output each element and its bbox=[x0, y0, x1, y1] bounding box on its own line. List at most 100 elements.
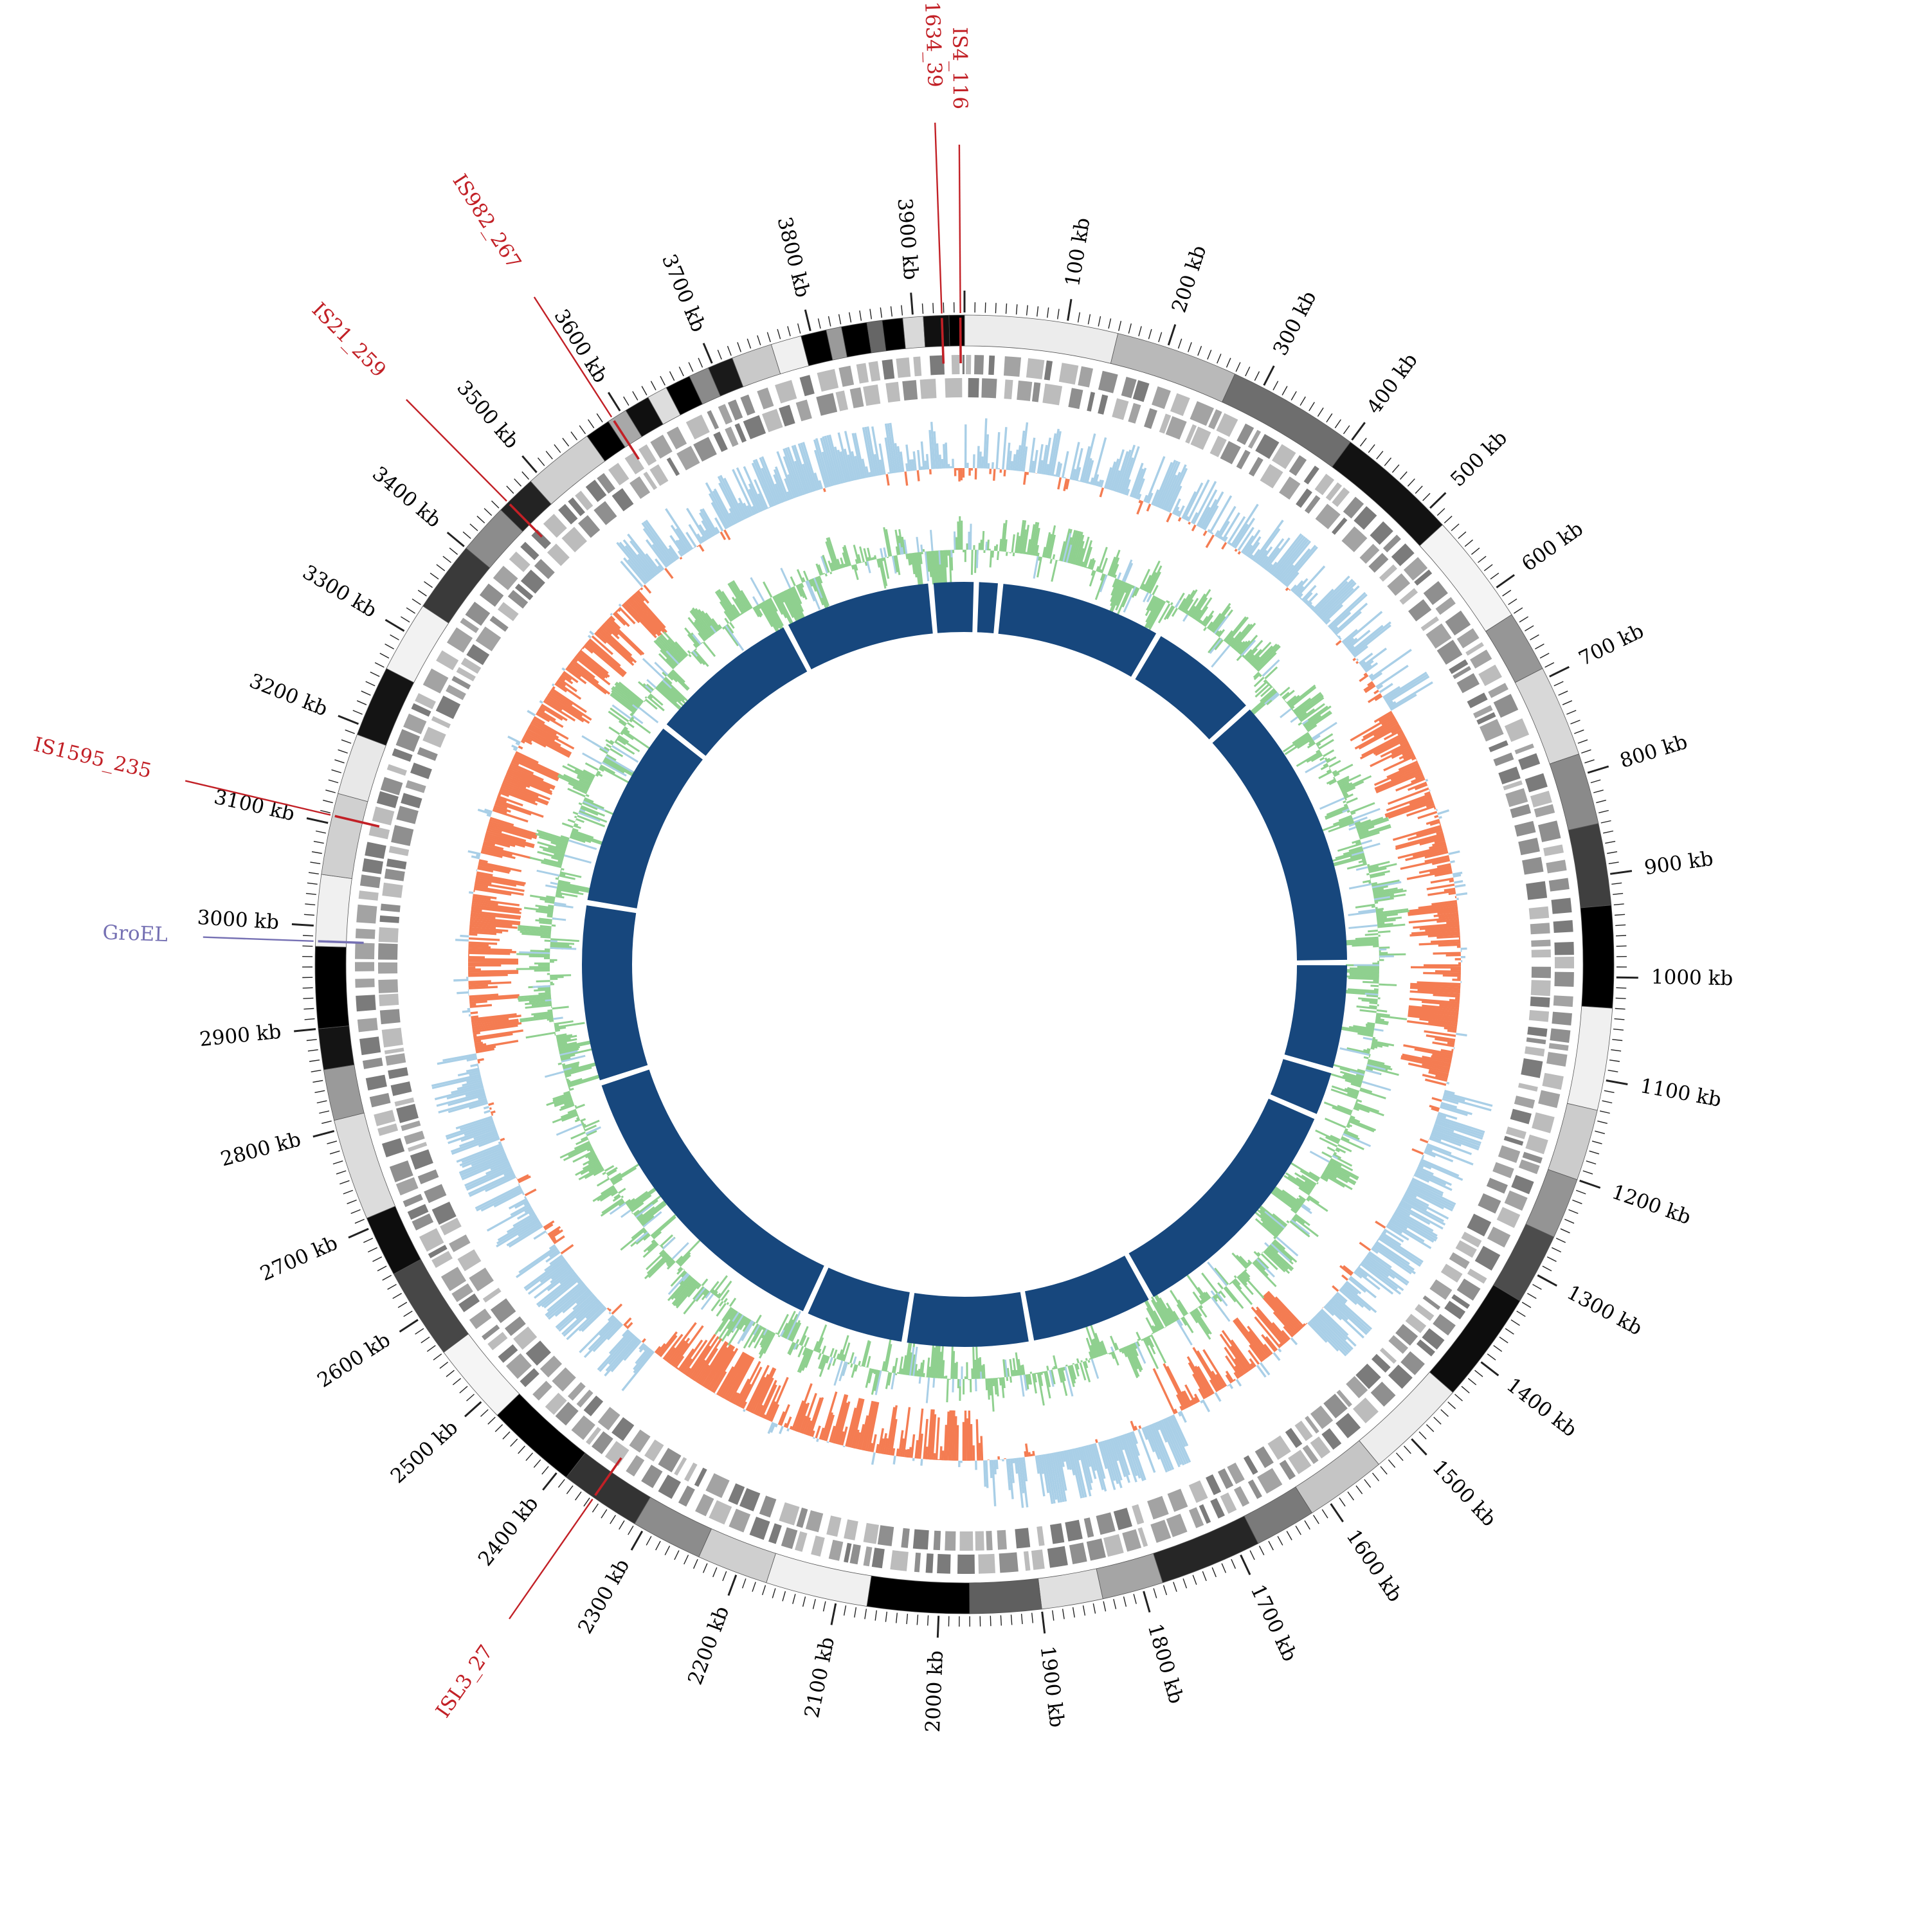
tick-minor bbox=[896, 1613, 898, 1623]
ideogram-segment bbox=[386, 606, 449, 683]
tick-minor bbox=[793, 1594, 795, 1603]
skew-bar bbox=[1447, 1043, 1454, 1044]
skew-bar bbox=[1025, 1451, 1026, 1457]
skew-bar bbox=[1332, 1286, 1338, 1291]
tick-minor bbox=[1236, 363, 1240, 372]
tick-minor bbox=[1364, 1479, 1371, 1488]
gene-tile bbox=[1541, 1115, 1546, 1131]
skew-bar bbox=[1336, 641, 1341, 645]
gc-accent-bar bbox=[753, 597, 757, 605]
gc-bar bbox=[1348, 978, 1379, 979]
skew-bar bbox=[553, 687, 555, 689]
gc-bar bbox=[1006, 552, 1007, 555]
gene-tile bbox=[700, 1503, 710, 1508]
gc-bar bbox=[1308, 1198, 1328, 1211]
gc-accent-bar bbox=[1363, 1038, 1372, 1040]
gc-bar bbox=[1355, 1105, 1384, 1115]
tick-minor bbox=[713, 1567, 717, 1577]
tick-minor bbox=[1564, 1219, 1574, 1223]
gene-tile bbox=[527, 548, 532, 554]
gene-tile bbox=[397, 1069, 399, 1078]
tick-minor bbox=[1609, 862, 1619, 864]
gene-tile bbox=[1457, 664, 1460, 669]
gene-tile bbox=[851, 1553, 859, 1555]
gc-bar bbox=[550, 975, 571, 976]
skew-bar bbox=[469, 981, 491, 982]
gc-bar bbox=[1013, 553, 1014, 557]
gene-tile bbox=[753, 1526, 767, 1531]
gc-accent-bar bbox=[884, 548, 886, 557]
gc-bar bbox=[1298, 723, 1301, 725]
ideogram-segment bbox=[949, 315, 964, 346]
tick-major bbox=[1264, 366, 1274, 385]
gc-bar bbox=[577, 1118, 579, 1119]
gene-tile bbox=[618, 496, 628, 504]
gc-bar bbox=[1170, 1290, 1186, 1315]
skew-bar bbox=[942, 459, 943, 469]
gene-tile bbox=[1485, 716, 1487, 721]
gene-tile bbox=[1422, 1310, 1426, 1315]
tick-minor bbox=[575, 1492, 581, 1500]
tick-label: 3900 kb bbox=[893, 197, 923, 281]
gc-bar bbox=[725, 618, 729, 624]
ideogram-segment bbox=[318, 1026, 354, 1070]
gc-accent-bar bbox=[902, 547, 903, 554]
skew-bar bbox=[921, 467, 922, 470]
tick-minor bbox=[1527, 1294, 1536, 1299]
tick-minor bbox=[783, 1591, 785, 1601]
gene-tile bbox=[1049, 1556, 1066, 1558]
gene-tile bbox=[410, 796, 413, 806]
gene-tile bbox=[1440, 1320, 1448, 1330]
gc-bar bbox=[864, 548, 867, 561]
gc-accent-bar bbox=[1305, 761, 1326, 772]
skew-bar bbox=[523, 1193, 524, 1194]
gc-bar bbox=[1346, 799, 1357, 803]
skew-bar bbox=[1278, 1349, 1281, 1352]
gc-bar bbox=[619, 1189, 626, 1193]
skew-bar bbox=[1338, 636, 1340, 638]
gc-bar bbox=[1372, 1040, 1377, 1041]
gc-bar bbox=[581, 1122, 583, 1123]
tick-minor bbox=[327, 1141, 337, 1144]
gene-tile bbox=[1438, 1285, 1444, 1294]
gene-tile bbox=[1285, 1468, 1291, 1472]
gc-bar bbox=[550, 979, 557, 980]
gc-bar bbox=[756, 1315, 761, 1323]
gene-tile bbox=[1563, 996, 1564, 1006]
gc-bar bbox=[575, 1119, 579, 1121]
gene-tile bbox=[1539, 907, 1540, 919]
gc-bar bbox=[516, 969, 550, 970]
gene-tile bbox=[368, 892, 369, 899]
gc-accent-bar bbox=[781, 568, 790, 588]
tick-minor bbox=[377, 1266, 386, 1270]
tick-minor bbox=[788, 326, 790, 336]
skew-bar bbox=[1435, 816, 1438, 817]
gc-bar bbox=[1274, 1237, 1276, 1238]
tick-major bbox=[1168, 325, 1175, 345]
tick-major bbox=[1042, 1612, 1045, 1634]
gene-tile bbox=[399, 848, 400, 854]
gene-tile bbox=[631, 1463, 640, 1468]
skew-bar bbox=[562, 668, 565, 670]
skew-bar bbox=[912, 459, 914, 471]
gene-tile bbox=[1106, 1544, 1121, 1548]
gc-bar bbox=[1026, 552, 1027, 555]
skew-bar bbox=[1058, 478, 1061, 490]
gc-accent-bar bbox=[881, 548, 883, 558]
skew-bar bbox=[1431, 941, 1460, 942]
gene-tile bbox=[592, 487, 601, 494]
gene-tile bbox=[1170, 1522, 1184, 1528]
tick-minor bbox=[495, 1425, 502, 1432]
gene-tile bbox=[1561, 1013, 1562, 1025]
tick-minor bbox=[1047, 307, 1049, 318]
tick-minor bbox=[336, 1171, 346, 1174]
skew-bar bbox=[905, 1450, 906, 1458]
tick-minor bbox=[718, 350, 721, 359]
tick-minor bbox=[385, 644, 394, 649]
tick-minor bbox=[355, 1219, 365, 1223]
gene-tile bbox=[852, 397, 862, 399]
gene-tile bbox=[778, 389, 794, 394]
gene-tile bbox=[460, 1288, 465, 1297]
gene-tile bbox=[813, 1545, 822, 1548]
gc-accent-bar bbox=[537, 871, 559, 876]
